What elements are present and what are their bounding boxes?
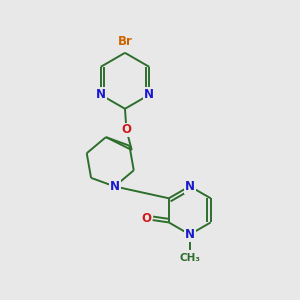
- Text: N: N: [110, 180, 120, 193]
- Text: O: O: [122, 124, 131, 136]
- Text: O: O: [141, 212, 151, 225]
- Text: N: N: [144, 88, 154, 101]
- Text: N: N: [96, 88, 106, 101]
- Text: N: N: [185, 228, 195, 241]
- Text: N: N: [185, 180, 195, 193]
- Text: CH₃: CH₃: [180, 253, 201, 263]
- Text: Br: Br: [118, 35, 132, 48]
